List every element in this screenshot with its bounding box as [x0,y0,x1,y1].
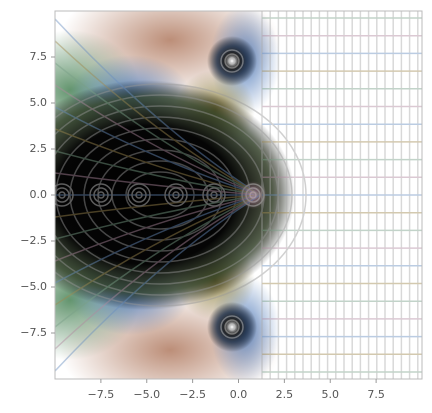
contour [55,62,261,196]
contour [69,127,251,263]
contour [97,191,105,199]
contour [55,18,261,196]
contour [55,194,261,328]
x-tick-label: 2.5 [276,388,294,401]
contour [55,94,293,296]
contour [228,323,236,331]
contour [220,49,244,73]
y-tick-label: 7.5 [30,50,48,63]
contour [55,83,307,307]
y-tick-label: −7.5 [20,326,47,339]
contour [97,149,223,241]
contour [220,315,244,339]
x-tick-label: −5.0 [133,388,160,401]
y-tick-label: 5.0 [30,96,48,109]
contour [164,183,188,207]
contour [55,194,261,372]
contour [111,160,209,230]
contour [172,191,180,199]
contour [55,194,261,262]
domain-image [55,11,422,379]
contour [55,194,261,240]
y-tick-label: −2.5 [20,234,47,247]
contour [224,53,240,69]
x-tick-label: 0.0 [230,388,248,401]
contour [249,191,257,199]
contour [224,319,240,335]
contour [93,187,109,203]
contour [127,183,151,207]
contour [58,191,66,199]
contour [168,187,184,203]
x-tick-label: −7.5 [88,388,115,401]
y-tick-label: 0.0 [30,188,48,201]
contour [55,128,261,196]
contour [55,194,261,306]
contour [55,105,279,285]
contour [55,116,265,274]
contour [55,106,261,196]
contour [135,191,143,199]
contour [131,187,147,203]
y-tick-label: 2.5 [30,142,48,155]
contour [245,187,261,203]
contour [206,187,222,203]
contour [89,183,113,207]
contour [55,187,70,203]
contour [55,194,261,218]
x-tick-label: 5.0 [322,388,340,401]
contour [55,84,261,196]
x-tick-label: −2.5 [179,388,206,401]
contour [210,191,218,199]
contour [241,183,265,207]
contour [55,172,261,196]
contour [83,138,237,252]
x-tick-label: 7.5 [367,388,385,401]
contour [125,171,195,219]
contour [55,40,261,196]
contour [228,57,236,65]
contour [202,183,226,207]
contour [55,183,74,207]
contour [55,194,261,284]
contour [55,150,261,196]
y-tick-label: −5.0 [20,280,47,293]
contour [55,194,261,350]
